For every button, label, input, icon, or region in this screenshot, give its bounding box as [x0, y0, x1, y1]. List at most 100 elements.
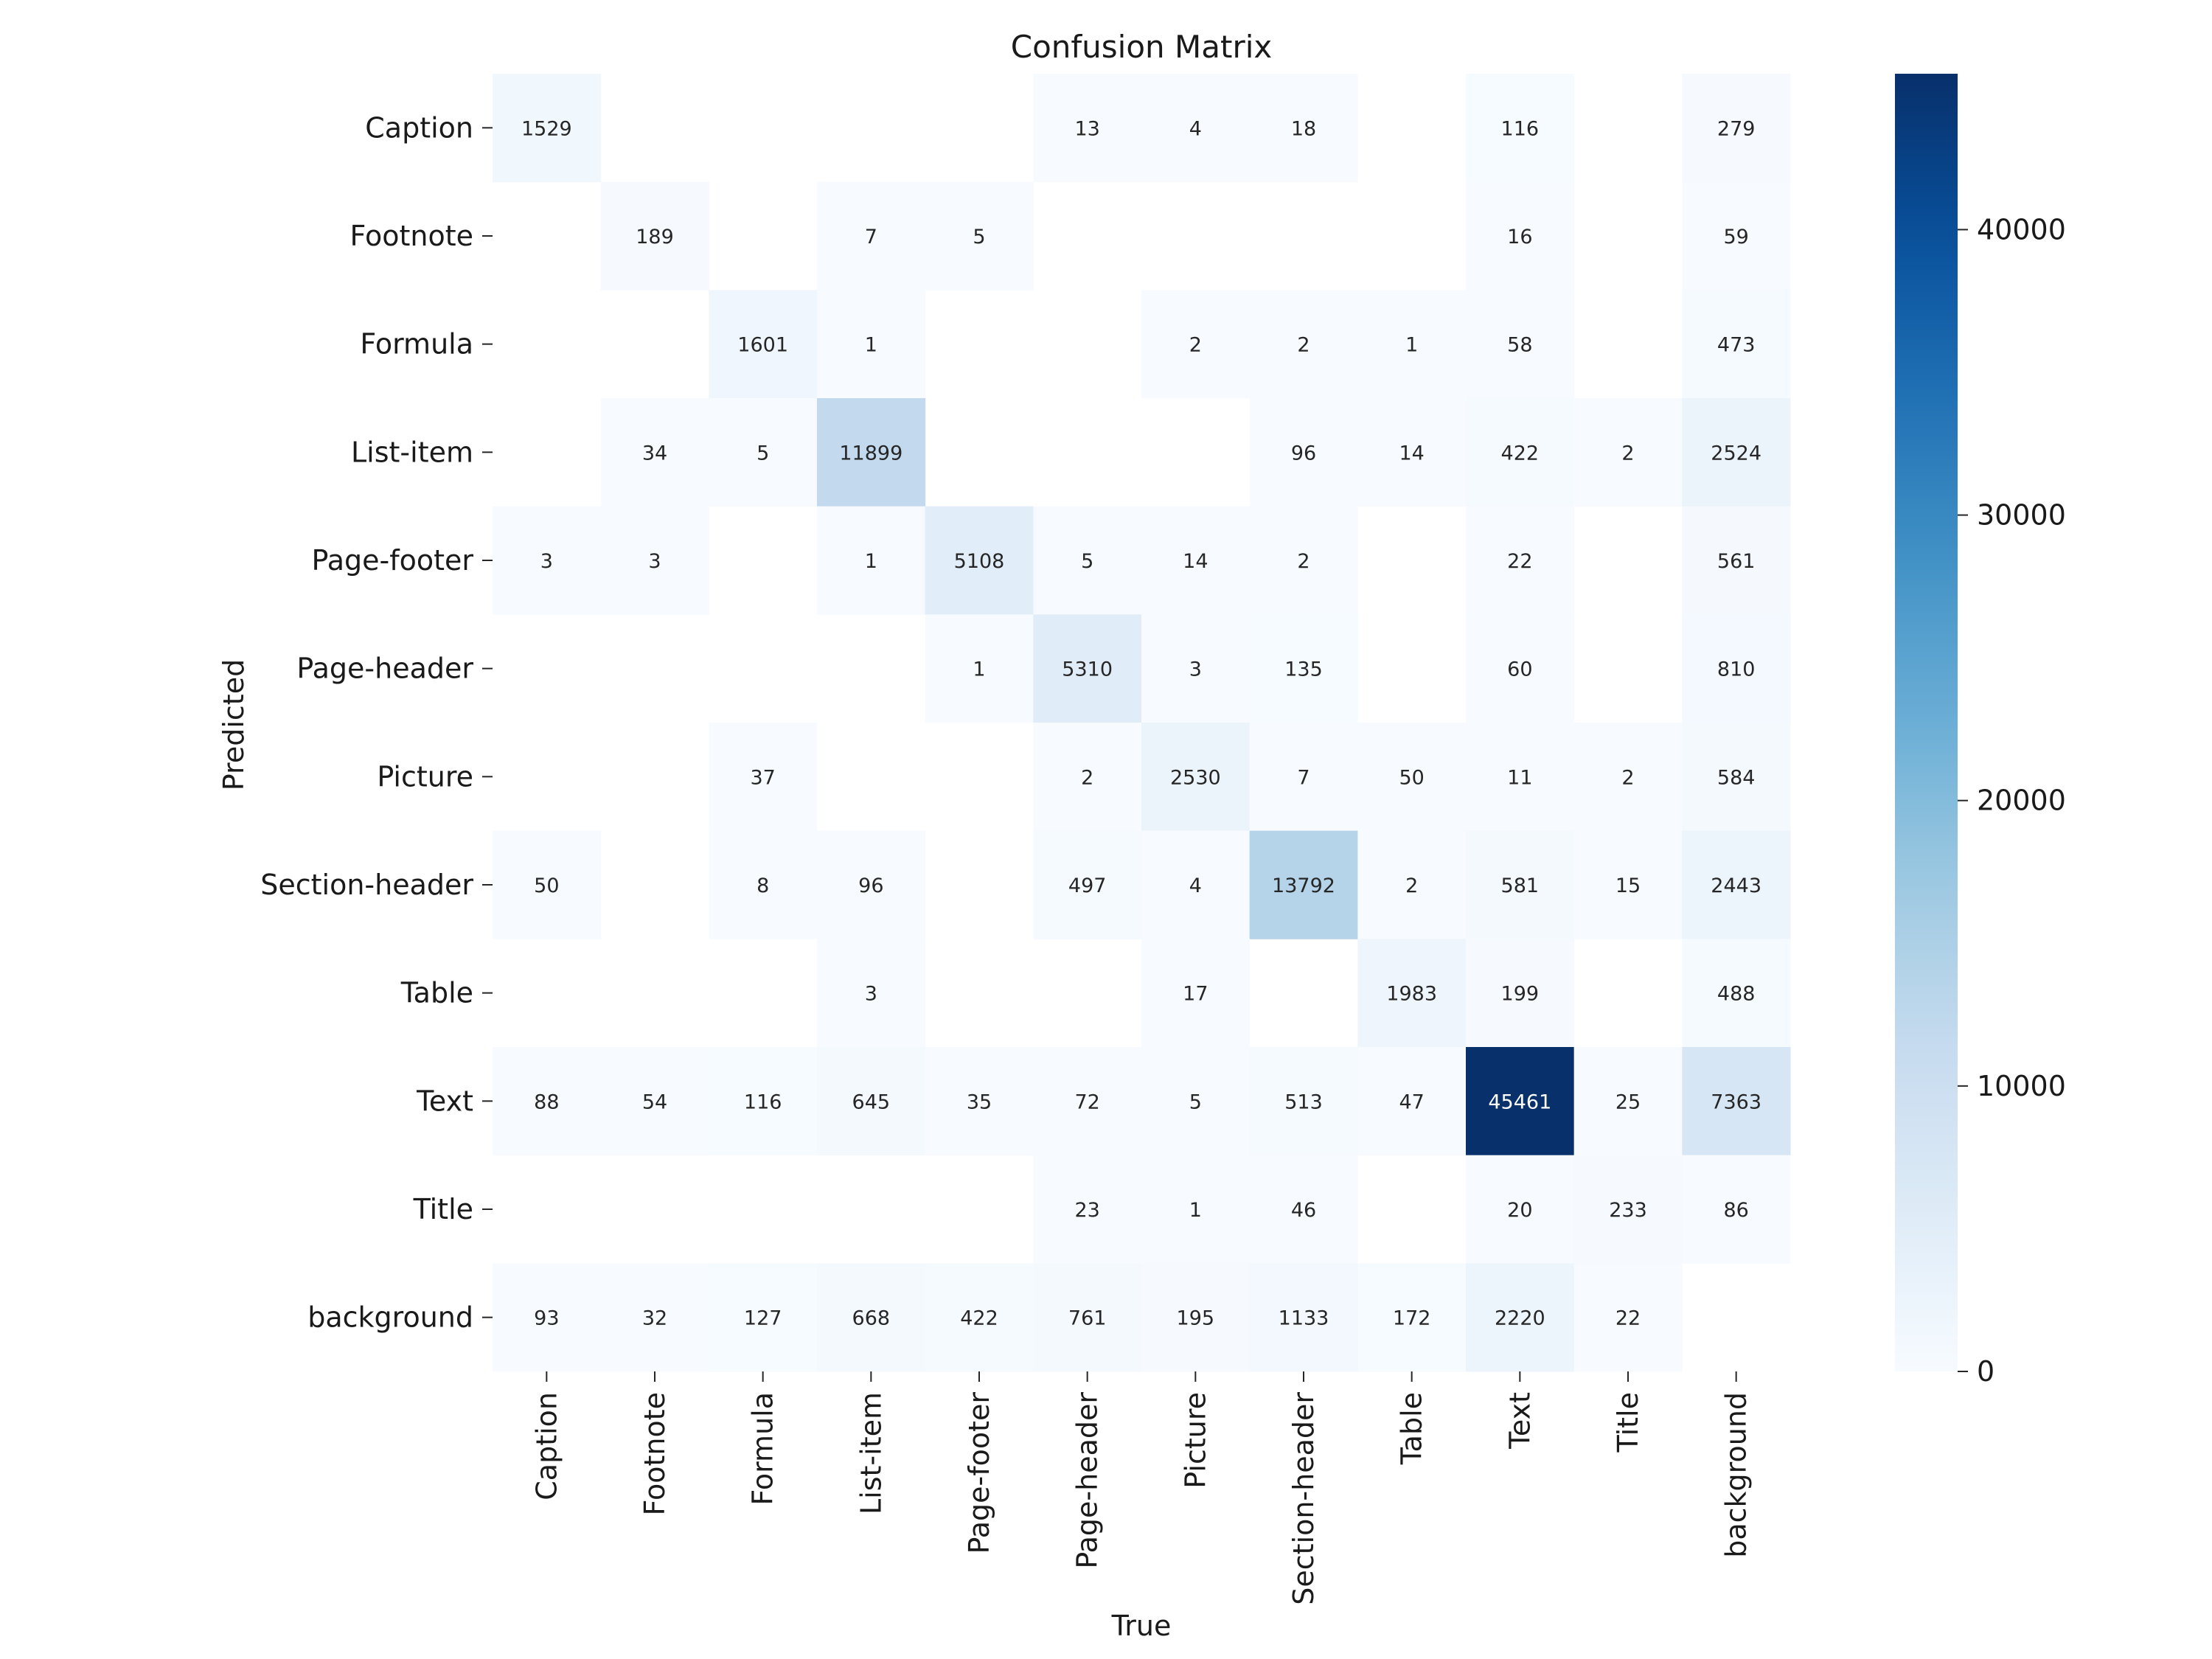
- heatmap-cell-title-title: [1573, 1155, 1683, 1264]
- y-tick-label-caption: Caption: [365, 111, 473, 144]
- heatmap-cell-list-item-background: [1682, 398, 1791, 507]
- cell-value-label: 96: [858, 874, 883, 897]
- heatmap-cell-formula-text: [1466, 290, 1575, 399]
- cell-value-label: 50: [534, 874, 559, 897]
- cell-value-label: 17: [1183, 983, 1208, 1006]
- cell-value-label: 1: [865, 550, 877, 573]
- heatmap-cell-caption-section-header: [1249, 74, 1358, 183]
- heatmap-cell-table-table: [1357, 939, 1467, 1048]
- heatmap-cell-page-footer-page-footer: [925, 506, 1034, 615]
- cell-value-label: 25: [1615, 1091, 1641, 1113]
- heatmap-cell-background-page-header: [1033, 1263, 1142, 1372]
- heatmap-cell-list-item-table: [1357, 398, 1467, 507]
- heatmap-cell-formula-section-header: [1249, 290, 1358, 399]
- heatmap-cell-footnote-background: [1682, 181, 1791, 291]
- heatmap-cell-list-item-text: [1466, 398, 1575, 507]
- heatmap-cell-page-footer-picture: [1141, 506, 1251, 615]
- cell-value-label: 581: [1501, 874, 1540, 897]
- colorbar-tick-label: 30000: [1977, 499, 2066, 532]
- x-tick-label-title: Title: [1612, 1392, 1644, 1453]
- cell-value-label: 5108: [954, 550, 1005, 573]
- heatmap-cell-list-item-footnote: [600, 398, 709, 507]
- cell-value-label: 32: [642, 1307, 667, 1330]
- cell-value-label: 1983: [1386, 983, 1437, 1006]
- cell-value-label: 7: [865, 226, 877, 248]
- cell-value-label: 3: [1189, 658, 1202, 681]
- y-tick-label-picture: Picture: [377, 760, 473, 793]
- heatmap-cell-footnote-list-item: [817, 181, 926, 291]
- y-tick-label-footnote: Footnote: [349, 220, 473, 252]
- cell-value-label: 4: [1189, 117, 1202, 140]
- cell-value-label: 22: [1507, 550, 1532, 573]
- cell-value-label: 34: [642, 442, 667, 465]
- heatmap-cell-page-footer-caption: [493, 506, 602, 615]
- cell-value-label: 810: [1717, 658, 1756, 681]
- heatmap-cell-section-header-list-item: [817, 830, 926, 939]
- y-tick-label-formula: Formula: [360, 328, 473, 361]
- cell-value-label: 668: [852, 1307, 891, 1330]
- heatmap-cell-section-header-background: [1682, 830, 1791, 939]
- cell-value-label: 60: [1507, 658, 1532, 681]
- x-tick-label-caption: Caption: [530, 1392, 563, 1500]
- heatmap-cell-footnote-page-footer: [925, 181, 1034, 291]
- x-tick-label-footnote: Footnote: [639, 1392, 671, 1516]
- cell-value-label: 116: [1501, 117, 1540, 140]
- heatmap-cell-page-footer-background: [1682, 506, 1791, 615]
- heatmap-cell-title-picture: [1141, 1155, 1251, 1264]
- heatmap-cell-page-footer-page-header: [1033, 506, 1142, 615]
- y-tick-labels: Caption Footnote Formula List-item Page-foot…: [260, 111, 493, 1334]
- cell-value-label: 13: [1074, 117, 1099, 140]
- y-tick-label-list-item: List-item: [351, 436, 473, 468]
- colorbar-tick-label: 0: [1977, 1355, 1994, 1388]
- cell-value-label: 11899: [839, 442, 902, 465]
- cell-value-label: 488: [1717, 983, 1756, 1006]
- heatmap-cell-table-picture: [1141, 939, 1251, 1048]
- cell-value-label: 2220: [1495, 1307, 1545, 1330]
- cell-value-label: 13792: [1272, 874, 1335, 897]
- heatmap-cell-text-title: [1573, 1047, 1683, 1156]
- heatmap-cell-background-page-footer: [925, 1263, 1034, 1372]
- heatmap-cell-page-header-page-header: [1033, 614, 1142, 723]
- heatmap-cell-background-picture: [1141, 1263, 1251, 1372]
- heatmap-cell-list-item-section-header: [1249, 398, 1358, 507]
- heatmap-cell-section-header-page-header: [1033, 830, 1142, 939]
- cell-value-label: 761: [1068, 1307, 1107, 1330]
- x-axis-label: True: [1111, 1610, 1172, 1642]
- cell-value-label: 93: [534, 1307, 559, 1330]
- cell-value-label: 279: [1717, 117, 1756, 140]
- heatmap-cell-background-footnote: [600, 1263, 709, 1372]
- cell-value-label: 14: [1183, 550, 1208, 573]
- heatmap-cell-section-header-title: [1573, 830, 1683, 939]
- cell-value-label: 46: [1291, 1199, 1316, 1222]
- heatmap-cell-page-footer-section-header: [1249, 506, 1358, 615]
- cell-value-label: 2530: [1170, 766, 1221, 789]
- cell-value-label: 513: [1284, 1091, 1323, 1113]
- heatmap-cell-text-section-header: [1249, 1047, 1358, 1156]
- cell-value-label: 1601: [737, 334, 788, 357]
- cell-value-label: 2: [1297, 334, 1310, 357]
- heatmap-cell-caption-text: [1466, 74, 1575, 183]
- heatmap-cell-picture-title: [1573, 723, 1683, 832]
- heatmap-cell-picture-section-header: [1249, 723, 1358, 832]
- heatmap-cell-footnote-text: [1466, 181, 1575, 291]
- colorbar-tick-label: 10000: [1977, 1070, 2066, 1102]
- heatmap-cell-text-text: [1466, 1047, 1575, 1156]
- x-tick-label-picture: Picture: [1179, 1392, 1211, 1489]
- heatmap-cell-formula-table: [1357, 290, 1467, 399]
- heatmap-cell-page-header-text: [1466, 614, 1575, 723]
- heatmap-cell-picture-text: [1466, 723, 1575, 832]
- y-tick-label-section-header: Section-header: [260, 869, 473, 901]
- cell-value-label: 172: [1393, 1307, 1431, 1330]
- cell-value-label: 189: [636, 226, 674, 248]
- heatmap-cell-title-page-header: [1033, 1155, 1142, 1264]
- cell-value-label: 127: [744, 1307, 782, 1330]
- x-tick-label-list-item: List-item: [855, 1392, 887, 1514]
- cell-value-label: 3: [540, 550, 553, 573]
- heatmap-cell-formula-formula: [709, 290, 818, 399]
- heatmap-cell-background-title: [1573, 1263, 1683, 1372]
- cell-value-label: 14: [1399, 442, 1424, 465]
- cell-value-label: 5: [973, 226, 985, 248]
- heatmap-cell-table-list-item: [817, 939, 926, 1048]
- cell-value-label: 1: [1405, 334, 1418, 357]
